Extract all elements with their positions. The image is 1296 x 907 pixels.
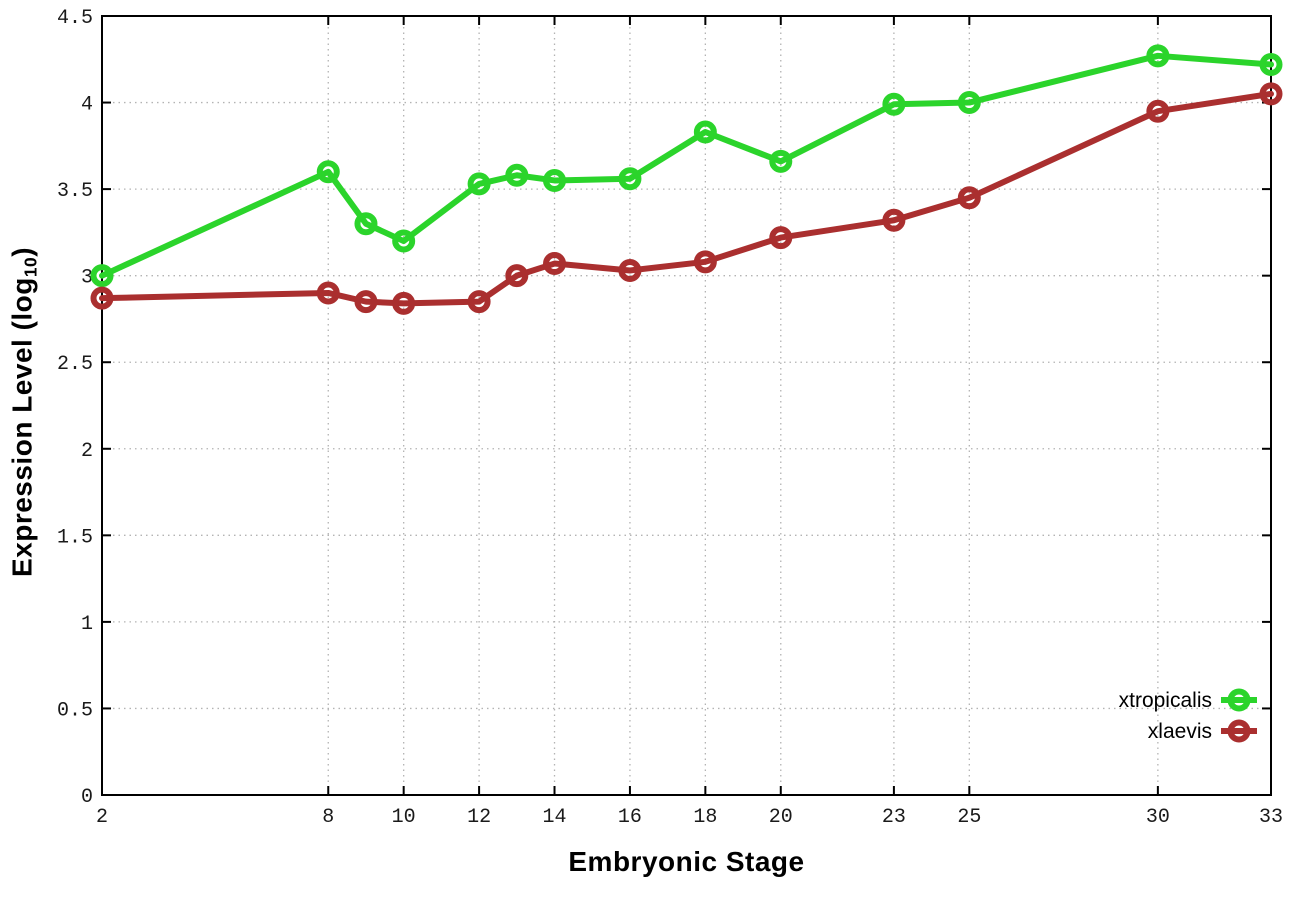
y-axis-title-subscript: 10 — [20, 256, 41, 278]
y-tick-label: 3.5 — [57, 180, 93, 203]
y-tick-label: 0.5 — [57, 699, 93, 722]
data-point-xlaevis — [882, 208, 906, 232]
data-point-xtropicalis — [957, 91, 981, 115]
data-point-xtropicalis — [693, 120, 717, 144]
data-point-xlaevis — [316, 281, 340, 305]
data-point-xtropicalis — [882, 92, 906, 116]
y-axis-title: Expression Level (log10) — [6, 247, 41, 577]
y-tick-label: 4.5 — [57, 7, 93, 30]
y-tick-label: 1 — [81, 613, 93, 636]
data-point-xtropicalis — [316, 160, 340, 184]
data-point-xlaevis — [769, 226, 793, 250]
y-axis-title-close: ) — [6, 246, 38, 257]
data-point-xtropicalis — [354, 212, 378, 236]
data-point-xtropicalis — [505, 163, 529, 187]
data-point-xlaevis — [505, 264, 529, 288]
y-tick-label: 4 — [81, 94, 93, 117]
x-tick-label: 20 — [769, 806, 793, 829]
x-tick-label: 8 — [322, 806, 334, 829]
x-tick-label: 33 — [1259, 806, 1283, 829]
data-point-xlaevis — [693, 250, 717, 274]
y-axis-title-text: Expression Level (log — [6, 277, 38, 578]
y-tick-label: 1.5 — [57, 526, 93, 549]
x-tick-label: 23 — [882, 806, 906, 829]
legend-label-xtropicalis: xtropicalis — [1119, 689, 1212, 712]
data-point-xtropicalis — [467, 172, 491, 196]
y-tick-label: 2 — [81, 440, 93, 463]
x-tick-label: 16 — [618, 806, 642, 829]
legend-marker-xlaevis — [1227, 719, 1251, 743]
data-point-xlaevis — [543, 252, 567, 276]
data-point-xlaevis — [392, 291, 416, 315]
data-point-xlaevis — [354, 290, 378, 314]
data-point-xlaevis — [1259, 82, 1283, 106]
data-point-xtropicalis — [1146, 44, 1170, 68]
data-point-xlaevis — [90, 286, 114, 310]
data-point-xtropicalis — [392, 229, 416, 253]
x-tick-label: 2 — [96, 806, 108, 829]
legend-label-xlaevis: xlaevis — [1148, 720, 1212, 743]
data-point-xlaevis — [957, 186, 981, 210]
plot-border — [101, 15, 1272, 796]
data-point-xtropicalis — [618, 167, 642, 191]
y-tick-label: 0 — [81, 786, 93, 809]
x-tick-label: 12 — [467, 806, 491, 829]
x-tick-label: 25 — [957, 806, 981, 829]
data-point-xtropicalis — [90, 264, 114, 288]
data-point-xtropicalis — [1259, 52, 1283, 76]
x-tick-label: 14 — [543, 806, 567, 829]
data-point-xlaevis — [467, 290, 491, 314]
y-tick-label: 3 — [81, 267, 93, 290]
x-tick-label: 10 — [392, 806, 416, 829]
data-point-xlaevis — [618, 258, 642, 282]
data-point-xtropicalis — [769, 149, 793, 173]
data-point-xtropicalis — [543, 168, 567, 192]
legend-marker-xtropicalis — [1227, 688, 1251, 712]
x-tick-label: 30 — [1146, 806, 1170, 829]
y-tick-label: 2.5 — [57, 353, 93, 376]
data-point-xlaevis — [1146, 99, 1170, 123]
x-axis-title: Embryonic Stage — [568, 846, 805, 877]
x-tick-label: 18 — [693, 806, 717, 829]
